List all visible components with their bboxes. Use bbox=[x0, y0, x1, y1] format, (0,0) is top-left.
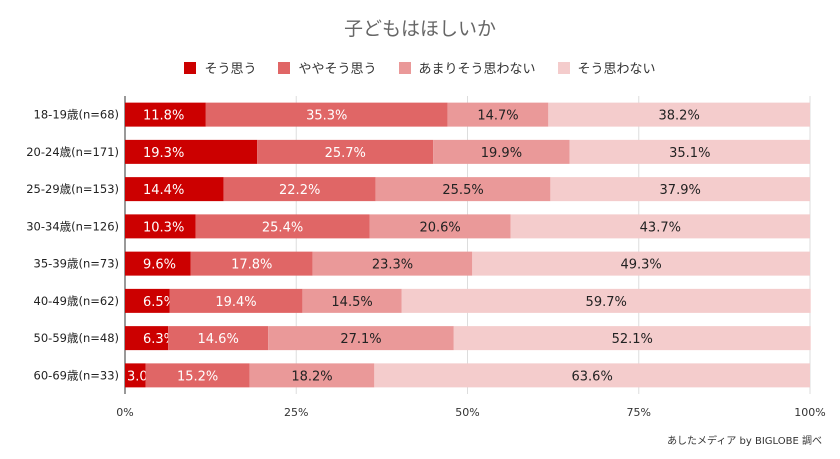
bar-segment bbox=[472, 251, 810, 276]
data-label: 14.6% bbox=[198, 332, 239, 347]
category-label: 20-24歳(n=171) bbox=[26, 145, 119, 159]
bar-segment bbox=[447, 102, 549, 127]
legend-label: そう思わない bbox=[577, 62, 656, 77]
data-label: 14.5% bbox=[331, 295, 372, 310]
bar-segment bbox=[168, 326, 269, 351]
data-label: 23.3% bbox=[372, 258, 413, 273]
data-label: 25.7% bbox=[325, 146, 366, 161]
data-label: 6.3% bbox=[143, 332, 176, 347]
chart-title: 子どもはほしいか bbox=[343, 18, 496, 40]
bar-segment bbox=[125, 251, 191, 276]
bar-segment bbox=[569, 139, 810, 164]
data-label: 22.2% bbox=[279, 183, 320, 198]
bar-segment bbox=[125, 363, 146, 388]
data-label: 52.1% bbox=[612, 332, 653, 347]
bar-segment bbox=[510, 214, 810, 239]
bar-segment bbox=[195, 214, 370, 239]
bar-segment bbox=[125, 214, 196, 239]
legend-swatch bbox=[398, 61, 411, 74]
bar-segment bbox=[453, 326, 811, 351]
data-label: 11.8% bbox=[143, 109, 184, 124]
bar-segment bbox=[548, 102, 810, 127]
bar-segment bbox=[125, 177, 224, 202]
bar-segment bbox=[268, 326, 454, 351]
bar-segment bbox=[205, 102, 448, 127]
x-tick-label: 50% bbox=[455, 406, 479, 419]
bar-segment bbox=[375, 177, 551, 202]
data-label: 38.2% bbox=[659, 109, 700, 124]
data-label: 63.6% bbox=[572, 369, 613, 384]
x-tick-label: 100% bbox=[794, 406, 825, 419]
legend-swatch bbox=[557, 61, 570, 74]
data-label: 49.3% bbox=[620, 258, 661, 273]
bar-segment bbox=[257, 139, 434, 164]
data-label: 59.7% bbox=[586, 295, 627, 310]
bar-segment bbox=[369, 214, 511, 239]
data-label: 9.6% bbox=[143, 258, 176, 273]
legend: そう思う ややそう思う あまりそう思わない そう思わない bbox=[0, 58, 840, 77]
bar-segment bbox=[145, 363, 250, 388]
legend-swatch bbox=[278, 61, 291, 74]
legend-item: ややそう思う bbox=[278, 58, 377, 77]
data-label: 19.3% bbox=[143, 146, 184, 161]
data-label: 35.3% bbox=[306, 109, 347, 124]
x-tick-label: 25% bbox=[284, 406, 308, 419]
legend-label: そう思う bbox=[204, 62, 257, 77]
bar-segment bbox=[125, 139, 258, 164]
bar-segment bbox=[374, 363, 810, 388]
legend-label: あまりそう思わない bbox=[418, 62, 536, 77]
data-label: 10.3% bbox=[143, 220, 184, 235]
legend-swatch bbox=[184, 61, 197, 74]
data-label: 14.7% bbox=[477, 109, 518, 124]
data-label: 27.1% bbox=[340, 332, 381, 347]
bar-segment bbox=[169, 288, 303, 313]
category-label: 50-59歳(n=48) bbox=[34, 331, 119, 345]
bar-segment bbox=[190, 251, 313, 276]
bar-segment bbox=[125, 326, 169, 351]
bar-segment bbox=[433, 139, 570, 164]
data-label: 43.7% bbox=[640, 220, 681, 235]
data-label: 6.5% bbox=[143, 295, 176, 310]
data-label: 17.8% bbox=[231, 258, 272, 273]
data-label: 14.4% bbox=[143, 183, 184, 198]
category-label: 18-19歳(n=68) bbox=[34, 108, 119, 122]
bar-segment bbox=[223, 177, 376, 202]
data-label: 37.9% bbox=[660, 183, 701, 198]
source-note: あしたメディア by BIGLOBE 調べ bbox=[667, 436, 822, 447]
category-label: 30-34歳(n=126) bbox=[26, 219, 119, 233]
data-label: 19.9% bbox=[481, 146, 522, 161]
data-label: 19.4% bbox=[215, 295, 256, 310]
bar-segment bbox=[249, 363, 375, 388]
data-label: 25.5% bbox=[442, 183, 483, 198]
data-label: 15.2% bbox=[177, 369, 218, 384]
category-label: 60-69歳(n=33) bbox=[34, 368, 119, 382]
x-tick-label: 75% bbox=[627, 406, 651, 419]
category-label: 25-29歳(n=153) bbox=[26, 182, 119, 196]
x-tick-label: 0% bbox=[116, 406, 133, 419]
category-label: 40-49歳(n=62) bbox=[34, 294, 119, 308]
bar-segment bbox=[401, 288, 811, 313]
bar-segment bbox=[125, 288, 170, 313]
category-label: 35-39歳(n=73) bbox=[34, 257, 119, 271]
bar-segment bbox=[125, 102, 206, 127]
data-label: 25.4% bbox=[262, 220, 303, 235]
legend-item: そう思う bbox=[184, 58, 256, 77]
data-label: 18.2% bbox=[291, 369, 332, 384]
legend-item: そう思わない bbox=[557, 58, 656, 77]
bar-segment bbox=[550, 177, 810, 202]
legend-item: あまりそう思わない bbox=[398, 58, 536, 77]
bar-segment bbox=[302, 288, 402, 313]
data-label: 35.1% bbox=[669, 146, 710, 161]
bar-segment bbox=[312, 251, 473, 276]
data-label: 20.6% bbox=[419, 220, 460, 235]
legend-label: ややそう思う bbox=[298, 62, 377, 77]
